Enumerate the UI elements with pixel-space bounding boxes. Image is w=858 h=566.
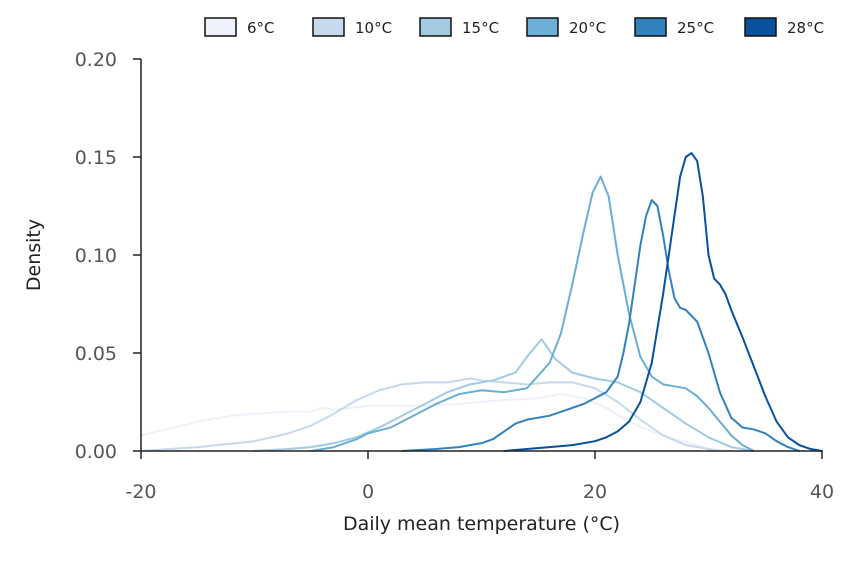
series-line-3 [310,175,755,452]
series-layer [140,152,823,452]
y-axis-ticks: 0.00 0.05 0.10 0.15 0.20 [75,49,141,463]
legend-swatch [526,17,559,37]
axes-layer: -20 0 20 40 0.00 0.05 0.10 0.15 0.20 Daily mean… [23,49,834,535]
x-tick-label: 0 [362,481,374,503]
y-axis-title: Density [23,219,45,291]
series-line-5 [503,152,823,452]
y-tick-label: 0.20 [75,49,117,71]
x-tick-label: 20 [583,481,607,503]
legend-swatch [204,17,237,37]
x-axis-ticks: -20 0 20 40 [125,451,834,503]
legend-label: 28°C [787,19,824,37]
x-axis-title: Daily mean temperature (°C) [343,513,620,535]
legend: 6°C 10°C 15°C 20°C 25°C 28°C [204,17,824,37]
legend-label: 25°C [677,19,714,37]
legend-swatch [744,17,777,37]
legend-swatch [634,17,667,37]
legend-swatch [312,17,345,37]
series-line-4 [401,199,801,452]
y-tick-label: 0.10 [75,245,117,267]
series-line-0 [140,393,733,452]
legend-label: 6°C [247,19,275,37]
y-tick-label: 0.05 [75,343,117,365]
legend-label: 10°C [355,19,392,37]
series-line-1 [140,377,721,452]
legend-swatch [419,17,452,37]
y-tick-label: 0.00 [75,441,117,463]
x-tick-label: 40 [810,481,834,503]
x-tick-label: -20 [125,481,156,503]
series-line-2 [253,338,755,452]
legend-label: 15°C [462,19,499,37]
y-tick-label: 0.15 [75,147,117,169]
legend-label: 20°C [569,19,606,37]
